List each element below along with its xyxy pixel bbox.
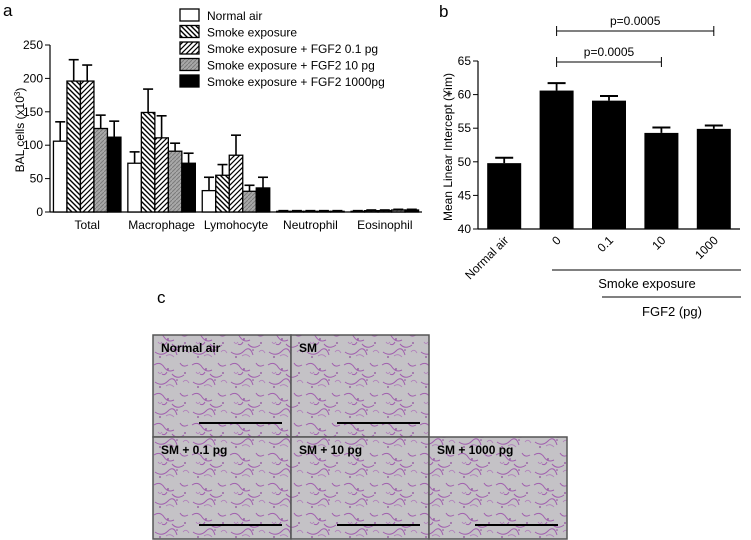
chart-b-x-tick-label: 0 — [549, 233, 564, 248]
chart-a-bar — [106, 136, 122, 213]
significance-label: p=0.0005 — [584, 45, 635, 59]
chart-b-bar — [696, 128, 731, 229]
chart-a-x-tick-label: Eosinophil — [357, 218, 412, 232]
micrograph-image — [152, 436, 292, 540]
chart-b-bar — [539, 90, 574, 230]
chart-a-bar — [52, 140, 68, 213]
legend-swatch — [179, 74, 200, 88]
legend-swatch — [179, 57, 200, 72]
legend-swatch — [179, 41, 200, 55]
chart-b-x-tick-label: 0.1 — [594, 233, 616, 255]
chart-b-bar — [644, 132, 679, 229]
legend-label: Smoke exposure — [207, 26, 297, 40]
micrograph-label: Normal air — [161, 341, 221, 355]
micrograph-label: SM + 10 pg — [299, 443, 362, 457]
chart-b-y-tick-label: 50 — [458, 155, 472, 169]
legend-label: Normal air — [207, 9, 262, 23]
micrograph-panel: Normal air — [152, 334, 292, 438]
chart-a-y-tick-label: 0 — [36, 205, 43, 219]
chart-a-y-tick-label: 200 — [23, 71, 43, 85]
chart-a-bar — [228, 154, 244, 213]
micrograph-panel: SM + 0.1 pg — [152, 436, 292, 540]
chart-b-y-tick-label: 60 — [458, 88, 472, 102]
panel-label-c: c — [157, 288, 166, 307]
chart-a: BAL cells (x103) 0 50 100 150 200 250 Total Mac… — [13, 38, 422, 232]
chart-a-bar — [377, 210, 393, 213]
chart-a-bar — [79, 80, 95, 213]
chart-b-x-tick-label: 1000 — [692, 233, 721, 262]
chart-a-y-tick-label: 50 — [30, 172, 44, 186]
chart-a-bar — [363, 210, 379, 213]
micrograph-grid: Normal air SM SM + 0.1 pg SM + 10 pg SM + 10… — [152, 334, 568, 540]
chart-a-bar — [242, 190, 257, 213]
chart-a-bar — [201, 189, 217, 213]
legend-label: Smoke exposure + FGF2 1000pg — [207, 75, 385, 89]
chart-b-bar — [487, 163, 522, 229]
chart-a-ylabel: BAL cells (x103) — [13, 88, 28, 173]
chart-b-y-tick-label: 40 — [458, 222, 472, 236]
chart-b-y-tick-label: 55 — [458, 121, 472, 135]
group-label-smoke: Smoke exposure — [598, 276, 696, 291]
chart-a-bar — [181, 162, 197, 213]
chart-b-x-tick-label: 10 — [649, 233, 669, 253]
chart-a-x-tick-label: Lymohocyte — [204, 218, 269, 232]
chart-a-bar — [127, 162, 142, 213]
legend-label: Smoke exposure + FGF2 10 pg — [207, 59, 375, 73]
chart-a-bar — [167, 150, 183, 213]
chart-a-bar — [93, 127, 109, 213]
chart-a-bar — [255, 187, 271, 213]
chart-a-bar — [390, 209, 406, 213]
chart-a-bar — [140, 111, 156, 213]
significance-label: p=0.0005 — [610, 14, 661, 28]
chart-a-bar — [404, 209, 420, 213]
legend-swatch — [179, 8, 200, 22]
chart-a-bar — [154, 137, 170, 213]
chart-b-y-tick-label: 45 — [458, 188, 472, 202]
micrograph-label: SM + 1000 pg — [437, 443, 513, 457]
chart-a-x-tick-label: Neutrophil — [283, 218, 338, 232]
chart-a-x-tick-label: Total — [75, 218, 100, 232]
legend-label: Smoke exposure + FGF2 0.1 pg — [207, 42, 378, 56]
panel-label-b: b — [439, 2, 448, 21]
micrograph-label: SM + 0.1 pg — [161, 443, 227, 457]
chart-b-bar — [592, 100, 626, 229]
micrograph-image — [290, 436, 430, 540]
chart-b-x-tick-label: Normal air — [462, 233, 511, 282]
chart-a-legend: Normal air Smoke exposure Smoke exposure +… — [179, 8, 385, 89]
chart-b-y-tick-label: 65 — [458, 54, 472, 68]
micrograph-panel: SM — [290, 334, 430, 438]
chart-a-bar — [215, 174, 230, 213]
chart-b: Mean Linear Intercept (¥ìm) Smoke exposu… — [441, 14, 741, 319]
panel-label-a: a — [3, 1, 13, 20]
micrograph-panel: SM + 10 pg — [290, 436, 430, 540]
micrograph-label: SM — [299, 341, 317, 355]
group-label-fgf2: FGF2 (pg) — [642, 304, 702, 319]
micrograph-image — [290, 334, 430, 438]
chart-a-x-tick-label: Macrophage — [128, 218, 195, 232]
micrograph-panel: SM + 1000 pg — [428, 436, 568, 540]
chart-a-y-tick-label: 250 — [23, 38, 43, 52]
chart-b-ylabel: Mean Linear Intercept (¥ìm) — [441, 73, 455, 221]
chart-a-y-tick-label: 150 — [23, 105, 43, 119]
micrograph-image — [428, 436, 568, 540]
chart-a-bar — [66, 80, 82, 213]
chart-a-y-tick-label: 100 — [23, 138, 43, 152]
legend-swatch — [179, 24, 200, 39]
